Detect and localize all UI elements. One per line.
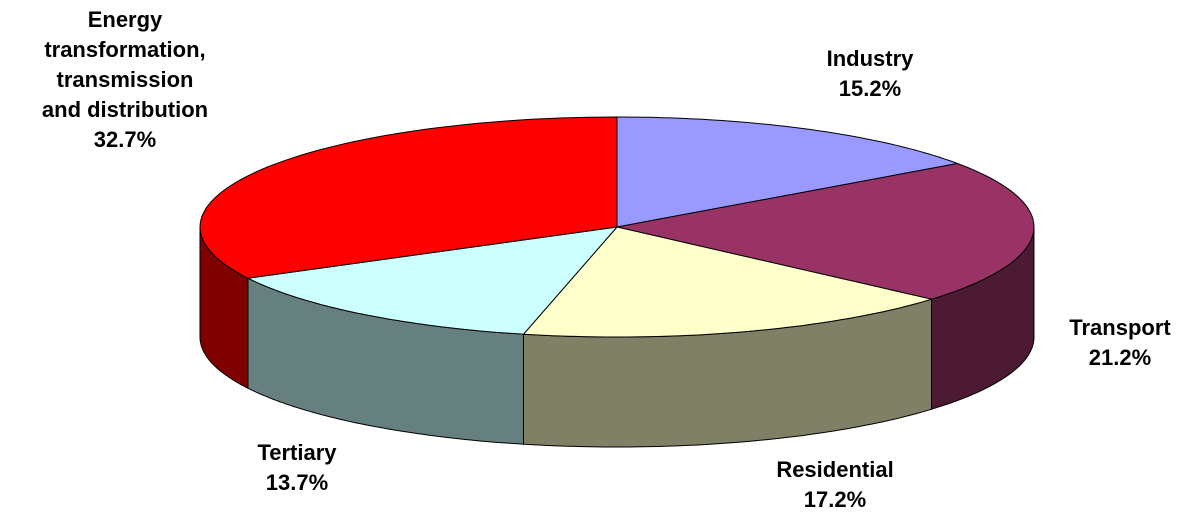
pie-slice [616, 162, 1035, 300]
slice-label: Residential 17.2% [748, 455, 923, 515]
category-label: Tertiary [257, 440, 337, 465]
category-label: Transport [1069, 315, 1171, 340]
slice-label: Transport 21.2% [1033, 313, 1197, 373]
category-label: Energy transformation, transmission and … [41, 7, 209, 122]
pie-slice [522, 226, 934, 338]
category-label: Residential [776, 457, 894, 482]
category-label: Industry [826, 46, 914, 71]
value-label: 21.2% [1088, 345, 1152, 370]
pie-slice [199, 116, 618, 279]
value-label: 13.7% [265, 470, 329, 495]
pie-slice [246, 226, 619, 335]
value-label: 32.7% [93, 127, 157, 152]
slice-label: Energy transformation, transmission and … [38, 5, 213, 155]
slice-label: Industry 15.2% [783, 44, 958, 104]
value-label: 17.2% [803, 487, 867, 512]
slice-label: Tertiary 13.7% [210, 438, 385, 498]
value-label: 15.2% [838, 76, 902, 101]
pie-slice [616, 116, 960, 228]
